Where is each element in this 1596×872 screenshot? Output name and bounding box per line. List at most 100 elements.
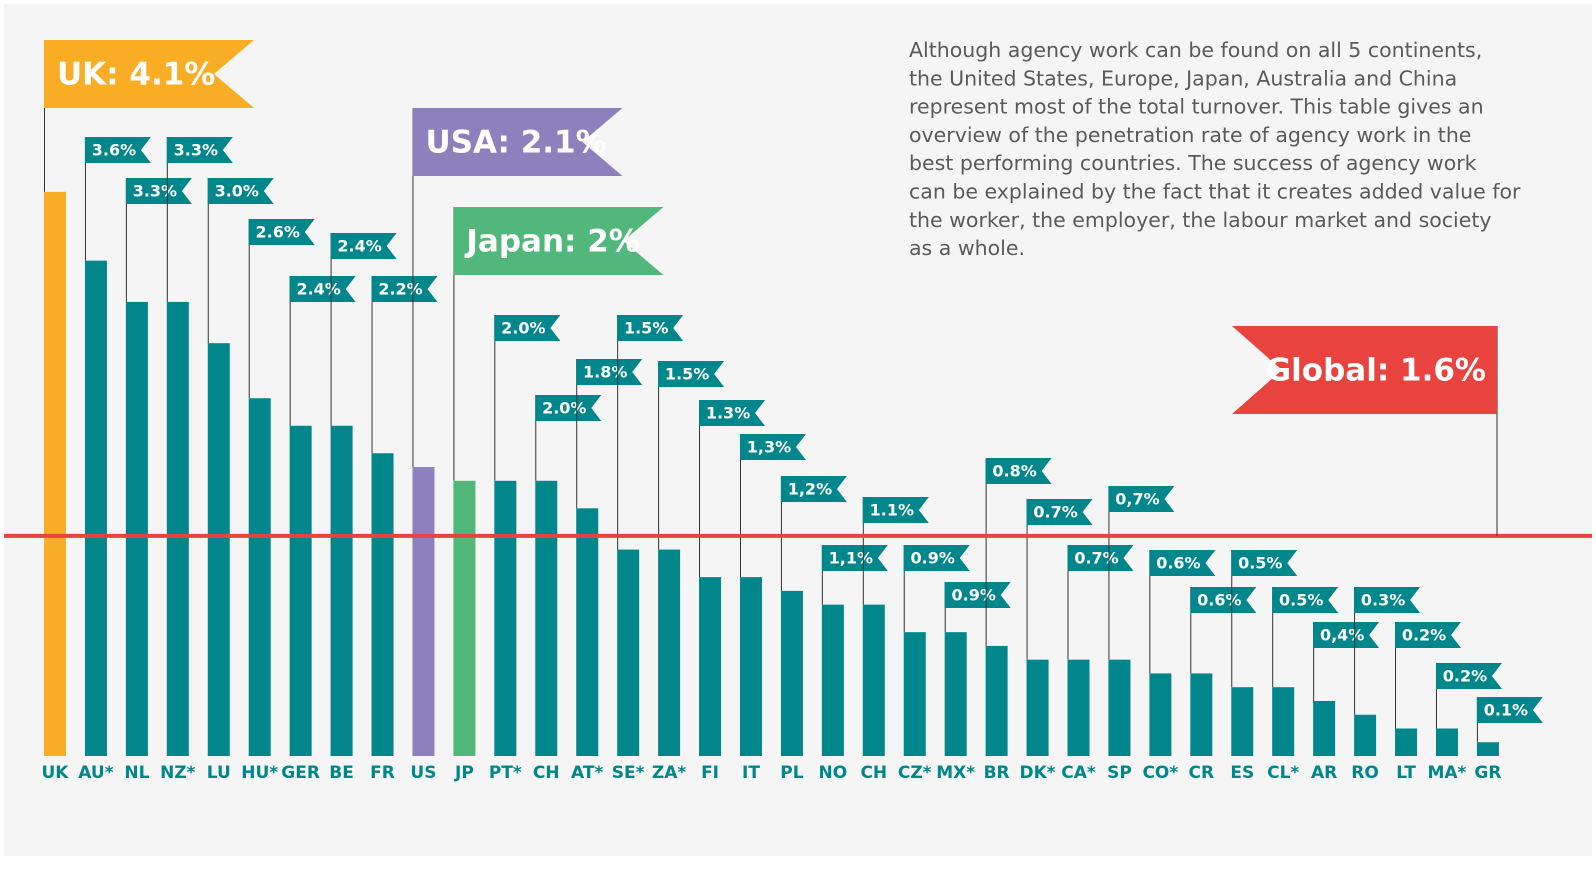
x-tick-label: NZ* xyxy=(160,763,196,783)
value-label: 3.3% xyxy=(174,141,218,160)
bar xyxy=(1149,673,1172,756)
bar xyxy=(985,645,1008,756)
value-label: 2.0% xyxy=(542,399,586,418)
value-label: 1,1% xyxy=(829,549,873,568)
bar xyxy=(1231,687,1254,756)
x-tick-label: ZA* xyxy=(652,763,686,783)
bar xyxy=(617,549,640,756)
bar xyxy=(166,301,189,756)
flag xyxy=(453,207,664,275)
bar xyxy=(1190,673,1213,756)
flag xyxy=(330,233,397,259)
flag xyxy=(1313,622,1380,648)
x-tick-label: CZ* xyxy=(898,763,932,783)
flag xyxy=(944,582,1011,608)
x-tick-label: SE* xyxy=(612,763,645,783)
value-label: 0.5% xyxy=(1279,591,1323,610)
value-label: 3.3% xyxy=(133,182,177,201)
description-line: overview of the penetration rate of agen… xyxy=(909,123,1471,147)
flag xyxy=(862,497,929,523)
flag xyxy=(1476,697,1543,723)
value-label: 0.5% xyxy=(1238,554,1282,573)
x-tick-label: UK xyxy=(42,763,70,783)
value-label: 0,4% xyxy=(1320,626,1364,645)
x-tick-label: NO xyxy=(819,763,848,783)
bar xyxy=(821,604,844,756)
bar xyxy=(576,508,599,756)
x-tick-label: SP xyxy=(1107,763,1132,783)
bar xyxy=(862,604,885,756)
x-tick-label: FI xyxy=(701,763,719,783)
bar xyxy=(1313,700,1336,756)
value-label: 2.4% xyxy=(337,237,381,256)
description-line: the worker, the employer, the labour mar… xyxy=(909,208,1492,232)
flag xyxy=(1026,499,1093,525)
value-label: 2.4% xyxy=(296,280,340,299)
value-label: 1,3% xyxy=(747,438,791,457)
global-flag xyxy=(1232,326,1497,414)
bar xyxy=(1354,714,1377,756)
value-label: 3.0% xyxy=(215,182,259,201)
flag xyxy=(903,545,970,571)
flag xyxy=(780,476,847,502)
flag xyxy=(494,315,561,341)
flag xyxy=(207,178,274,204)
bar xyxy=(1435,728,1458,756)
bar xyxy=(944,632,967,756)
value-label: Japan: 2% xyxy=(464,224,639,260)
flag xyxy=(699,400,766,426)
value-label: 1.3% xyxy=(706,404,750,423)
value-label: 2.0% xyxy=(501,319,545,338)
description-line: the United States, Europe, Japan, Austra… xyxy=(909,66,1457,90)
x-tick-label: AR xyxy=(1311,763,1337,783)
flag xyxy=(248,219,315,245)
description-line: represent most of the total turnover. Th… xyxy=(909,95,1484,119)
description-line: best performing countries. The success o… xyxy=(909,151,1477,175)
flag xyxy=(125,178,192,204)
x-tick-label: GR xyxy=(1474,763,1501,783)
x-tick-label: AT* xyxy=(571,763,603,783)
value-label: 0.2% xyxy=(1443,667,1487,686)
value-label: 0,7% xyxy=(1115,490,1159,509)
value-label: 0.3% xyxy=(1361,591,1405,610)
x-tick-label: US xyxy=(410,763,436,783)
x-tick-label: IT xyxy=(742,763,760,783)
x-tick-label: CR xyxy=(1189,763,1215,783)
flag xyxy=(821,545,888,571)
value-label: 1.1% xyxy=(870,501,914,520)
value-label: 3.6% xyxy=(92,141,136,160)
flag xyxy=(535,395,602,421)
bar xyxy=(1108,659,1131,756)
value-label: 0.2% xyxy=(1402,626,1446,645)
bar xyxy=(739,577,762,756)
bar xyxy=(84,260,107,756)
flag xyxy=(1435,663,1502,689)
x-tick-label: PT* xyxy=(489,763,522,783)
value-label: 0.1% xyxy=(1484,701,1528,720)
flag xyxy=(1395,622,1462,648)
value-label: 1,2% xyxy=(788,480,832,499)
bar xyxy=(535,480,558,756)
bar xyxy=(494,480,517,756)
flag xyxy=(371,276,438,302)
x-tick-label: MA* xyxy=(1427,763,1466,783)
value-label: 0.6% xyxy=(1156,554,1200,573)
flag xyxy=(1354,587,1421,613)
flag xyxy=(1149,550,1216,576)
bar xyxy=(1067,659,1090,756)
value-label: 1.5% xyxy=(624,319,668,338)
x-tick-label: AU* xyxy=(78,763,113,783)
value-label: 0.8% xyxy=(992,462,1036,481)
description-line: Although agency work can be found on all… xyxy=(909,38,1482,62)
value-label: 2.6% xyxy=(256,223,300,242)
bar xyxy=(125,301,148,756)
flag xyxy=(1190,587,1257,613)
flag xyxy=(1272,587,1339,613)
reference-label: Global: 1.6% xyxy=(1266,353,1486,389)
x-tick-label: JP xyxy=(454,763,474,783)
x-tick-label: HU* xyxy=(241,763,278,783)
x-tick-label: BE xyxy=(329,763,354,783)
bar xyxy=(699,577,722,756)
value-label: 1.5% xyxy=(665,365,709,384)
